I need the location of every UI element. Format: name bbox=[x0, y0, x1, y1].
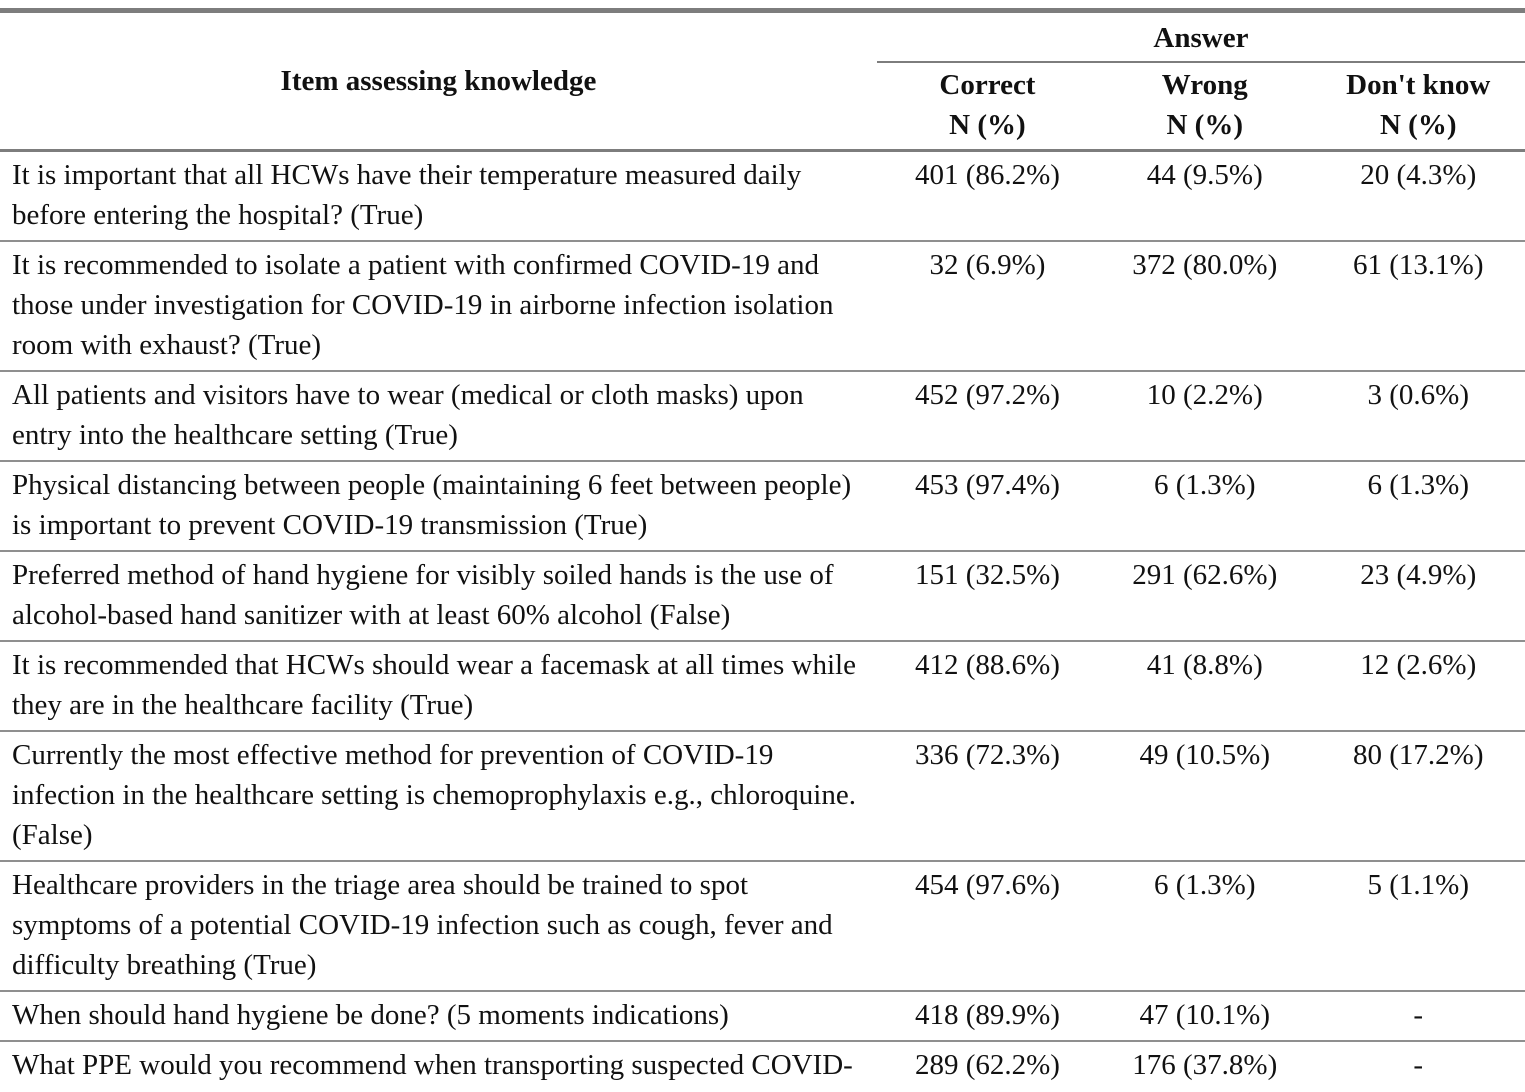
correct-value: 401 (86.2%) bbox=[914, 159, 1060, 191]
correct-value: 32 (6.9%) bbox=[929, 249, 1046, 281]
wrong-value: 6 (1.3%) bbox=[1154, 869, 1256, 901]
dont-know-value: 20 (4.3%) bbox=[1360, 159, 1477, 191]
wrong-value: 49 (10.5%) bbox=[1139, 739, 1270, 771]
correct-value: 452 (97.2%) bbox=[914, 379, 1060, 411]
knowledge-table-container: Item assessing knowledge Answer Correct … bbox=[0, 8, 1525, 1092]
column-header-correct: Correct N (%) bbox=[877, 62, 1098, 151]
item-text: It is important that all HCWs have their… bbox=[12, 159, 802, 231]
dont-know-value: 6 (1.3%) bbox=[1367, 469, 1469, 501]
table-row: It is important that all HCWs have their… bbox=[0, 151, 1525, 242]
item-text: Preferred method of hand hygiene for vis… bbox=[12, 559, 834, 631]
table-row: Healthcare providers in the triage area … bbox=[0, 861, 1525, 991]
wrong-value: 41 (8.8%) bbox=[1146, 649, 1263, 681]
wrong-value: 176 (37.8%) bbox=[1132, 1049, 1278, 1081]
table-row: When should hand hygiene be done? (5 mom… bbox=[0, 991, 1525, 1041]
table-row: Currently the most effective method for … bbox=[0, 731, 1525, 861]
dont-know-value: 61 (13.1%) bbox=[1353, 249, 1484, 281]
table-header: Item assessing knowledge Answer Correct … bbox=[0, 10, 1525, 151]
column-header-wrong-unit: N (%) bbox=[1166, 109, 1243, 141]
column-header-correct-label: Correct bbox=[939, 69, 1036, 101]
table-row: Physical distancing between people (main… bbox=[0, 461, 1525, 551]
column-header-dont-know-unit: N (%) bbox=[1379, 109, 1457, 141]
item-text: It is recommended that HCWs should wear … bbox=[12, 649, 856, 721]
item-text: All patients and visitors have to wear (… bbox=[12, 379, 804, 451]
table-row: It is recommended that HCWs should wear … bbox=[0, 641, 1525, 731]
column-header-wrong: Wrong N (%) bbox=[1098, 62, 1312, 151]
dont-know-value: - bbox=[1413, 1049, 1424, 1081]
wrong-value: 47 (10.1%) bbox=[1139, 999, 1270, 1031]
correct-value: 336 (72.3%) bbox=[914, 739, 1060, 771]
dont-know-value: - bbox=[1413, 999, 1424, 1031]
item-text: It is recommended to isolate a patient w… bbox=[12, 249, 834, 361]
correct-value: 289 (62.2%) bbox=[914, 1049, 1060, 1081]
table-row: What PPE would you recommend when transp… bbox=[0, 1041, 1525, 1092]
wrong-value: 372 (80.0%) bbox=[1132, 249, 1278, 281]
item-text: Currently the most effective method for … bbox=[12, 739, 856, 851]
knowledge-table: Item assessing knowledge Answer Correct … bbox=[0, 8, 1525, 1092]
wrong-value: 44 (9.5%) bbox=[1146, 159, 1263, 191]
correct-value: 412 (88.6%) bbox=[914, 649, 1060, 681]
column-header-dont-know-label: Don't know bbox=[1346, 69, 1491, 101]
item-text: Healthcare providers in the triage area … bbox=[12, 869, 833, 981]
item-text: What PPE would you recommend when transp… bbox=[12, 1049, 853, 1092]
wrong-value: 10 (2.2%) bbox=[1146, 379, 1263, 411]
item-text: Physical distancing between people (main… bbox=[12, 469, 852, 541]
correct-value: 453 (97.4%) bbox=[914, 469, 1060, 501]
column-header-item: Item assessing knowledge bbox=[280, 65, 597, 97]
table-row: Preferred method of hand hygiene for vis… bbox=[0, 551, 1525, 641]
dont-know-value: 5 (1.1%) bbox=[1367, 869, 1469, 901]
column-header-wrong-label: Wrong bbox=[1161, 69, 1248, 101]
dont-know-value: 80 (17.2%) bbox=[1353, 739, 1484, 771]
correct-value: 418 (89.9%) bbox=[914, 999, 1060, 1031]
table-row: All patients and visitors have to wear (… bbox=[0, 371, 1525, 461]
dont-know-value: 23 (4.9%) bbox=[1360, 559, 1477, 591]
column-header-answer: Answer bbox=[876, 10, 1525, 63]
wrong-value: 6 (1.3%) bbox=[1154, 469, 1256, 501]
dont-know-value: 12 (2.6%) bbox=[1360, 649, 1477, 681]
table-row: It is recommended to isolate a patient w… bbox=[0, 241, 1525, 371]
item-text: When should hand hygiene be done? (5 mom… bbox=[12, 999, 729, 1031]
correct-value: 151 (32.5%) bbox=[914, 559, 1060, 591]
column-header-dont-know: Don't know N (%) bbox=[1312, 62, 1525, 151]
dont-know-value: 3 (0.6%) bbox=[1367, 379, 1469, 411]
wrong-value: 291 (62.6%) bbox=[1132, 559, 1278, 591]
table-body: It is important that all HCWs have their… bbox=[0, 151, 1525, 1092]
column-header-correct-unit: N (%) bbox=[949, 109, 1026, 141]
correct-value: 454 (97.6%) bbox=[914, 869, 1060, 901]
